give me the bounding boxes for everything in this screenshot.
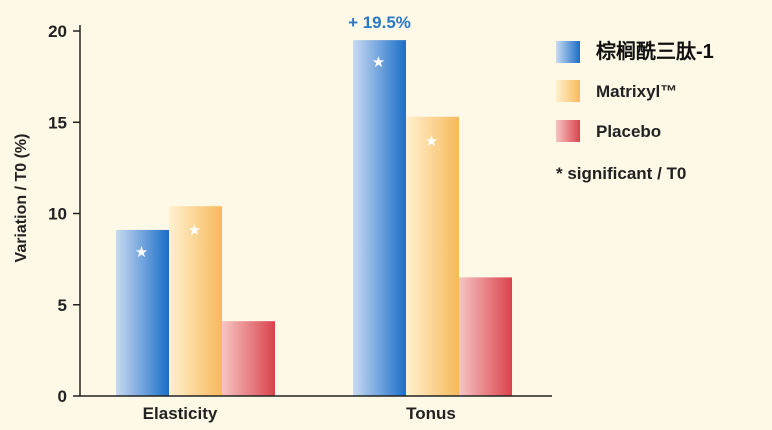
- axes-layer: [79, 25, 552, 397]
- x-category-label: Elasticity: [143, 404, 218, 423]
- y-ticks: 0 5 10 15 20: [48, 22, 80, 406]
- bar-elasticity-series-1: [169, 206, 222, 396]
- significance-star: ★: [425, 132, 438, 150]
- significance-markers: ★ ★ ★ ★: [135, 53, 438, 261]
- legend-label: Matrixyl™: [596, 82, 677, 101]
- y-tick-label: 10: [48, 205, 67, 224]
- legend-swatch: [556, 120, 580, 142]
- legend-swatch: [556, 41, 580, 63]
- legend-label: Placebo: [596, 122, 661, 141]
- bars-layer: [116, 40, 512, 397]
- legend: 棕榈酰三肽-1 Matrixyl™ Placebo * significant / T…: [556, 39, 714, 183]
- x-category-label: Tonus: [406, 404, 456, 423]
- annotations: + 19.5%: [348, 13, 411, 32]
- y-axis-title: Variation / T0 (%): [13, 134, 30, 263]
- significance-star: ★: [372, 53, 385, 71]
- y-tick-label: 20: [48, 22, 67, 41]
- significance-star: ★: [135, 243, 148, 261]
- legend-swatch: [556, 80, 580, 102]
- bar-tonus-series-0: [353, 40, 406, 396]
- bar-value-annotation: + 19.5%: [348, 13, 411, 32]
- legend-significance-note: * significant / T0: [556, 164, 686, 183]
- bar-tonus-series-1: [406, 116, 459, 397]
- bar-elasticity-series-2: [222, 321, 275, 396]
- y-tick-label: 0: [58, 387, 67, 406]
- legend-label: 棕榈酰三肽-1: [596, 39, 714, 63]
- category-labels: Elasticity Tonus: [143, 404, 456, 423]
- bar-elasticity-series-0: [116, 229, 169, 396]
- y-tick-label: 5: [58, 296, 67, 315]
- y-tick-label: 15: [48, 113, 67, 132]
- bar-tonus-series-2: [459, 277, 512, 396]
- significance-star: ★: [188, 221, 201, 239]
